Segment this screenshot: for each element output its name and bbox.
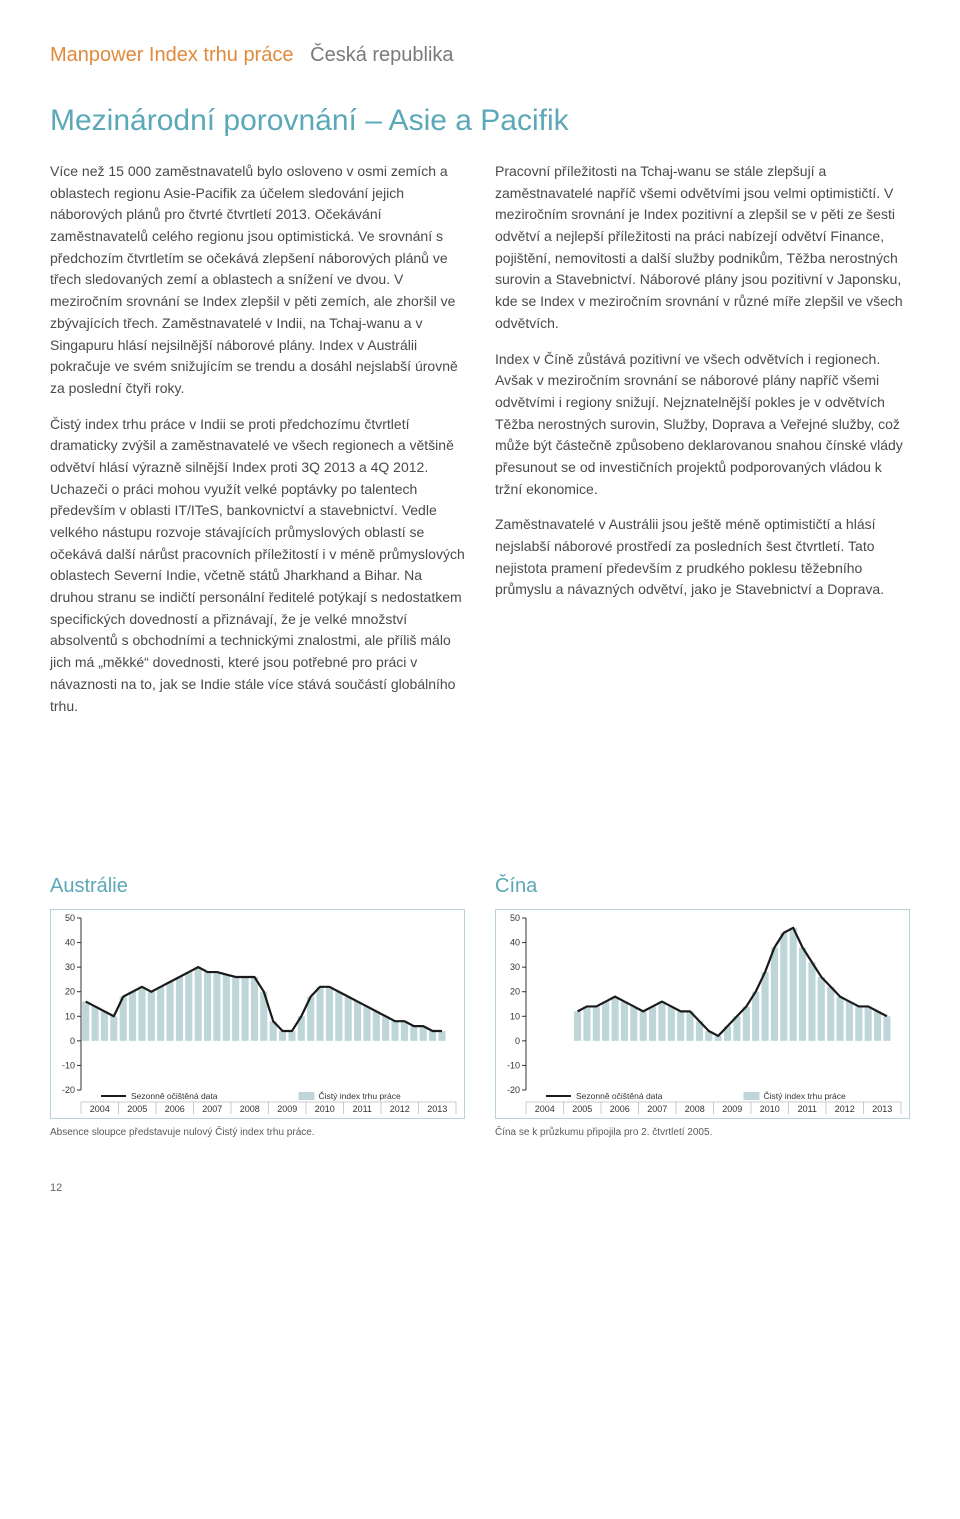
page-number: 12 <box>50 1180 910 1197</box>
chart-panel-china: Čína -20 -10 0 10 20 30 40 50 2004 2005 2006 2007 20… <box>495 871 910 1140</box>
svg-text:10: 10 <box>65 1011 75 1021</box>
header-right: Česká republika <box>310 44 453 66</box>
svg-text:2012: 2012 <box>835 1104 855 1114</box>
chart-box-australia: -20 -10 0 10 20 30 40 50 2004 2005 2006 2007 2008 200… <box>50 909 465 1119</box>
svg-text:30: 30 <box>510 962 520 972</box>
paragraph: Index v Číně zůstává pozitivní ve všech … <box>495 349 910 501</box>
svg-text:2013: 2013 <box>872 1104 892 1114</box>
svg-text:Sezonně očištěná data: Sezonně očištěná data <box>131 1091 218 1101</box>
svg-text:0: 0 <box>70 1036 75 1046</box>
svg-text:2009: 2009 <box>277 1104 297 1114</box>
chart-title-australia: Austrálie <box>50 871 465 901</box>
chart-title-china: Čína <box>495 871 910 901</box>
svg-text:2007: 2007 <box>202 1104 222 1114</box>
svg-text:2006: 2006 <box>610 1104 630 1114</box>
paragraph: Zaměstnavatelé v Austrálii jsou ještě mé… <box>495 514 910 601</box>
svg-text:2011: 2011 <box>798 1104 817 1114</box>
svg-text:20: 20 <box>510 987 520 997</box>
charts-row: Austrálie -20 -10 0 10 20 30 40 50 2004 2005 2006 2… <box>50 871 910 1140</box>
left-column: Více než 15 000 zaměstnavatelů bylo oslo… <box>50 161 465 731</box>
svg-text:2012: 2012 <box>390 1104 410 1114</box>
svg-text:2009: 2009 <box>722 1104 742 1114</box>
paragraph: Čistý index trhu práce v Indii se proti … <box>50 414 465 718</box>
svg-text:-10: -10 <box>62 1061 75 1071</box>
svg-text:20: 20 <box>65 987 75 997</box>
chart-box-china: -20 -10 0 10 20 30 40 50 2004 2005 2006 2007 2008 200… <box>495 909 910 1119</box>
svg-text:-10: -10 <box>507 1061 520 1071</box>
svg-text:Čistý index trhu práce: Čistý index trhu práce <box>319 1091 401 1101</box>
chart-footnote-china: Čína se k průzkumu připojila pro 2. čtvr… <box>495 1125 910 1140</box>
svg-text:2007: 2007 <box>647 1104 667 1114</box>
svg-text:2006: 2006 <box>165 1104 185 1114</box>
text-columns: Více než 15 000 zaměstnavatelů bylo oslo… <box>50 161 910 731</box>
paragraph: Pracovní příležitosti na Tchaj-wanu se s… <box>495 161 910 335</box>
svg-text:2008: 2008 <box>240 1104 260 1114</box>
svg-text:2008: 2008 <box>685 1104 705 1114</box>
svg-text:10: 10 <box>510 1011 520 1021</box>
chart-panel-australia: Austrálie -20 -10 0 10 20 30 40 50 2004 2005 2006 2… <box>50 871 465 1140</box>
svg-text:2005: 2005 <box>127 1104 147 1114</box>
header-left: Manpower Index trhu práce <box>50 44 293 66</box>
svg-text:30: 30 <box>65 962 75 972</box>
svg-text:2005: 2005 <box>572 1104 592 1114</box>
svg-text:2013: 2013 <box>427 1104 447 1114</box>
svg-text:40: 40 <box>510 938 520 948</box>
paragraph: Více než 15 000 zaměstnavatelů bylo oslo… <box>50 161 465 400</box>
report-header: Manpower Index trhu práce Česká republik… <box>50 40 910 70</box>
svg-text:2004: 2004 <box>535 1104 555 1114</box>
svg-text:50: 50 <box>65 913 75 923</box>
svg-text:Sezonně očištěná data: Sezonně očištěná data <box>576 1091 663 1101</box>
svg-text:2010: 2010 <box>315 1104 335 1114</box>
svg-text:50: 50 <box>510 913 520 923</box>
right-column: Pracovní příležitosti na Tchaj-wanu se s… <box>495 161 910 731</box>
svg-text:2010: 2010 <box>760 1104 780 1114</box>
svg-text:2011: 2011 <box>353 1104 372 1114</box>
page-title: Mezinárodní porovnání – Asie a Pacifik <box>50 98 910 143</box>
svg-text:0: 0 <box>515 1036 520 1046</box>
svg-text:2004: 2004 <box>90 1104 110 1114</box>
chart-footnote-australia: Absence sloupce představuje nulový Čistý… <box>50 1125 465 1140</box>
svg-text:-20: -20 <box>507 1085 520 1095</box>
svg-text:40: 40 <box>65 938 75 948</box>
svg-text:-20: -20 <box>62 1085 75 1095</box>
svg-text:Čistý index trhu práce: Čistý index trhu práce <box>764 1091 846 1101</box>
